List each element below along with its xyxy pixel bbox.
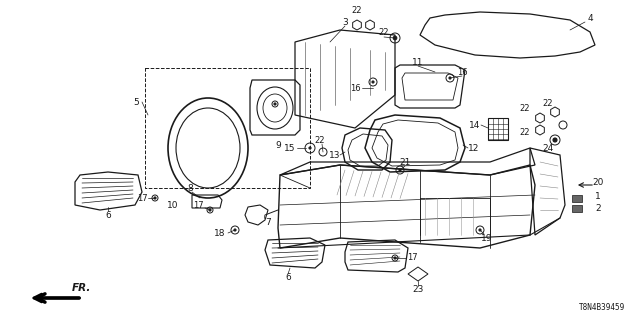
Text: 14: 14 xyxy=(469,121,481,130)
Circle shape xyxy=(274,103,276,105)
Text: 2: 2 xyxy=(595,204,601,212)
Text: 23: 23 xyxy=(412,285,424,294)
Text: 21: 21 xyxy=(399,157,411,166)
Circle shape xyxy=(394,257,396,259)
Polygon shape xyxy=(572,195,582,202)
Text: 11: 11 xyxy=(412,58,424,67)
Text: 24: 24 xyxy=(542,143,554,153)
Text: 1: 1 xyxy=(595,191,601,201)
Circle shape xyxy=(309,147,311,149)
Text: FR.: FR. xyxy=(72,283,92,293)
Text: 17: 17 xyxy=(406,253,417,262)
Text: 22: 22 xyxy=(352,5,362,14)
Text: 22: 22 xyxy=(315,135,325,145)
Circle shape xyxy=(553,138,557,142)
Circle shape xyxy=(393,36,397,40)
Text: 17: 17 xyxy=(137,194,147,203)
Text: 15: 15 xyxy=(284,143,296,153)
Circle shape xyxy=(154,197,156,199)
Text: 6: 6 xyxy=(105,211,111,220)
Polygon shape xyxy=(572,205,582,212)
Text: 6: 6 xyxy=(285,274,291,283)
Text: 18: 18 xyxy=(214,228,226,237)
Text: 7: 7 xyxy=(265,218,271,227)
Text: 8: 8 xyxy=(187,183,193,193)
Bar xyxy=(145,68,310,188)
Text: 22: 22 xyxy=(379,28,389,36)
Text: 16: 16 xyxy=(349,84,360,92)
Text: T8N4B39459: T8N4B39459 xyxy=(579,303,625,312)
Text: 3: 3 xyxy=(342,18,348,27)
Text: 10: 10 xyxy=(167,201,179,210)
Circle shape xyxy=(209,209,211,211)
Text: 20: 20 xyxy=(592,178,604,187)
Circle shape xyxy=(479,229,481,231)
Text: 4: 4 xyxy=(587,13,593,22)
Text: 22: 22 xyxy=(543,99,553,108)
Text: 9: 9 xyxy=(275,140,281,149)
Circle shape xyxy=(399,169,401,171)
Text: 13: 13 xyxy=(329,150,340,159)
Text: 16: 16 xyxy=(457,68,467,76)
Text: 17: 17 xyxy=(193,201,204,210)
Circle shape xyxy=(372,81,374,83)
Text: 19: 19 xyxy=(481,234,493,243)
Text: 22: 22 xyxy=(520,127,531,137)
Text: 5: 5 xyxy=(133,98,139,107)
Circle shape xyxy=(234,229,236,231)
Text: 22: 22 xyxy=(520,103,531,113)
Circle shape xyxy=(449,77,451,79)
Text: 12: 12 xyxy=(468,143,480,153)
